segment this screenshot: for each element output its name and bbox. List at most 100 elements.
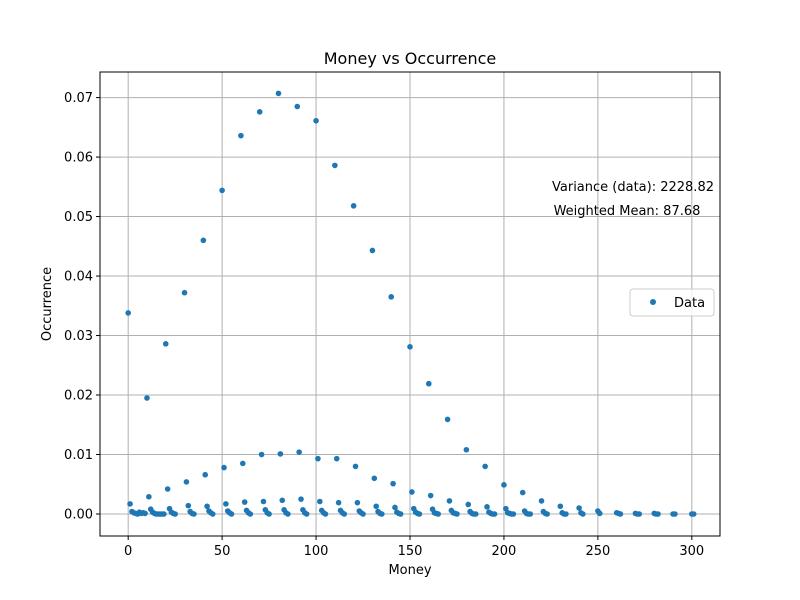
data-point [219, 187, 225, 194]
data-point [341, 511, 348, 517]
legend-box [629, 288, 715, 317]
data-point [427, 492, 434, 499]
legend: Data [629, 288, 715, 317]
data-point [279, 497, 286, 504]
y-tick-label: 0.06 [64, 151, 93, 166]
data-point [183, 479, 190, 485]
data-point [266, 511, 272, 517]
data-point [388, 294, 395, 300]
weighted-mean-annotation: Weighted Mean: 87.68 [554, 204, 701, 219]
data-point [510, 511, 517, 517]
data-point [275, 90, 282, 97]
data-point [333, 455, 340, 462]
data-point [563, 511, 569, 517]
data-point [491, 511, 498, 517]
data-point [185, 502, 192, 509]
data-point [519, 489, 526, 496]
data-point [181, 289, 188, 296]
data-point [446, 498, 453, 504]
data-point [397, 511, 404, 517]
data-point [241, 499, 248, 505]
data-point [360, 511, 366, 517]
grid [100, 72, 720, 536]
plot-area: 0 50 100 150 200 250 300 0.000.010.020.030.040… [64, 71, 721, 559]
y-tick-label: 0.07 [64, 91, 93, 106]
data-point [379, 511, 385, 517]
data-point [444, 416, 451, 423]
data-point [596, 510, 603, 517]
data-point [576, 505, 582, 511]
data-point [454, 511, 460, 517]
legend-marker [650, 299, 656, 305]
data-point [409, 489, 415, 495]
y-tick-label: 0.01 [64, 448, 93, 463]
data-point [472, 511, 479, 517]
data-point [260, 498, 267, 505]
data-point [580, 511, 586, 517]
y-tick-label: 0.03 [64, 329, 93, 344]
y-tick-label: 0.02 [64, 389, 93, 404]
data-point [354, 499, 361, 506]
data-point [162, 341, 169, 347]
data-point [202, 471, 209, 478]
data-point [350, 203, 357, 209]
y-tick-label: 0.04 [64, 270, 93, 285]
x-axis: 0 50 100 150 200 250 300 [124, 536, 704, 559]
data-point [164, 486, 171, 492]
y-axis: 0.00 0.01 0.02 0.03 0.04 0.05 0.06 0.07 [64, 91, 100, 522]
chart-title: Money vs Occurrence [324, 49, 497, 68]
data-point [503, 505, 509, 512]
y-tick-label: 0.00 [64, 507, 93, 522]
data-point [690, 511, 697, 517]
y-axis-label: Occurrence [40, 267, 55, 341]
data-point [298, 496, 304, 502]
data-point [296, 449, 302, 455]
data-point [636, 511, 643, 517]
data-point [332, 162, 338, 169]
data-point [247, 511, 254, 517]
x-tick-label: 200 [492, 544, 517, 559]
data-point [617, 511, 624, 517]
data-point [285, 511, 291, 517]
data-point [352, 463, 359, 470]
data-point [142, 510, 148, 517]
scatter-points [125, 90, 697, 517]
data-point [482, 463, 488, 470]
x-tick-label: 50 [214, 544, 231, 559]
x-tick-label: 250 [585, 544, 610, 559]
data-point [435, 511, 441, 517]
data-point [655, 511, 661, 517]
data-point [371, 475, 378, 482]
variance-annotation: Variance (data): 2228.82 [552, 180, 714, 195]
data-point [277, 451, 284, 457]
data-point [228, 511, 235, 517]
data-point [223, 501, 229, 507]
data-point [672, 511, 678, 517]
data-point [209, 511, 216, 517]
data-point [127, 501, 133, 507]
data-point [373, 503, 379, 510]
data-point [200, 237, 207, 244]
data-point [484, 504, 490, 510]
data-point [335, 499, 342, 506]
data-point [146, 493, 152, 500]
x-tick-label: 100 [304, 544, 329, 559]
data-point [527, 511, 534, 517]
y-tick-label: 0.05 [64, 210, 93, 225]
data-point [238, 132, 244, 139]
data-point [294, 103, 301, 110]
data-point [221, 464, 227, 471]
data-point [465, 501, 472, 508]
x-tick-label: 150 [398, 544, 423, 559]
data-point [501, 482, 507, 488]
data-point [172, 511, 178, 517]
data-point [416, 511, 423, 517]
data-point [125, 310, 131, 316]
data-point [369, 247, 376, 254]
data-point [144, 395, 150, 401]
legend-label: Data [674, 296, 705, 311]
axes-frame [99, 71, 721, 537]
data-point [256, 109, 263, 115]
data-point [557, 503, 564, 510]
